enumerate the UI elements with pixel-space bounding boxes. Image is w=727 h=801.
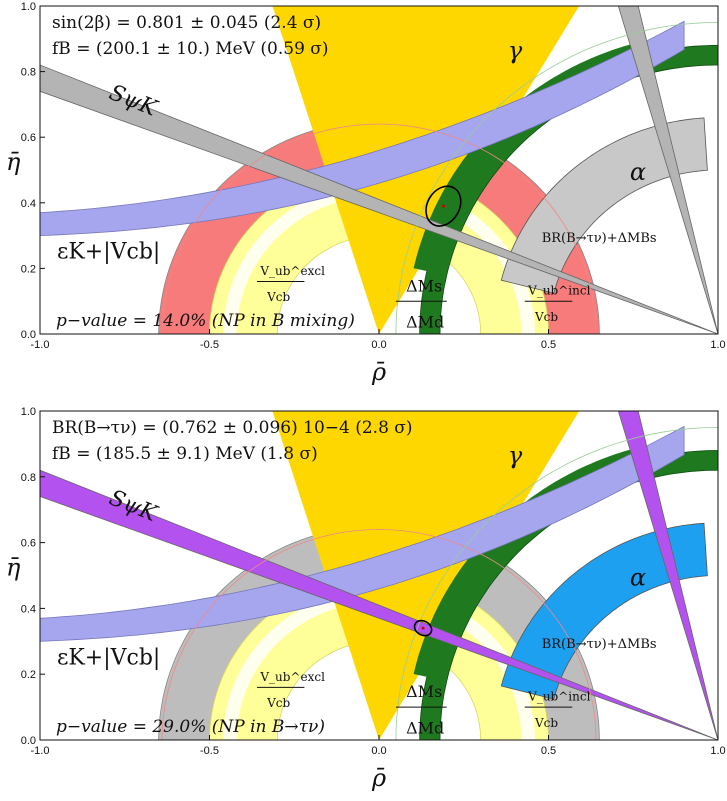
x-axis-label: ρ̄ — [371, 358, 386, 386]
vubexcl-den: Vcb — [266, 696, 290, 710]
y-tick-label: 0.6 — [21, 538, 36, 550]
guide-circle — [161, 528, 597, 740]
epsk-band — [40, 425, 685, 642]
y-tick-label: 0.4 — [21, 198, 36, 210]
gamma-label: γ — [508, 36, 523, 64]
alpha-band — [500, 117, 708, 294]
dmd-label: ΔMd — [406, 312, 444, 331]
y-tick-label: 0.6 — [21, 132, 36, 144]
header-line: fB = (185.5 ± 9.1) MeV (1.8 σ) — [52, 444, 318, 464]
x-tick-label: 0.5 — [541, 339, 556, 351]
y-tick-label: 0.2 — [21, 669, 36, 681]
dmd-label: ΔMd — [406, 718, 444, 737]
x-axis-label: ρ̄ — [371, 764, 386, 792]
vubexcl-num: V_ub^excl — [259, 264, 325, 278]
x-tick-label: -0.5 — [200, 339, 219, 351]
gamma-label: γ — [508, 442, 523, 470]
spsik-band — [40, 64, 718, 334]
spsik-band-2 — [617, 411, 718, 740]
brtau-label: BR(B→τν)+ΔMBs — [542, 231, 657, 246]
alpha-label: α — [630, 158, 646, 186]
guide-circle-2 — [395, 426, 718, 740]
best-fit-ellipse — [425, 185, 462, 227]
y-tick-label: 0.8 — [21, 67, 36, 79]
header-line: BR(B→τν) = (0.762 ± 0.096) 10−4 (2.8 σ) — [52, 418, 413, 438]
best-fit-point — [421, 626, 425, 630]
epsk-label: εK+|Vcb| — [57, 645, 160, 670]
y-tick-label: 0.2 — [21, 263, 36, 275]
spsik-band-2 — [617, 6, 718, 334]
vubexcl-num: V_ub^excl — [259, 670, 325, 684]
y-axis-label: η̄ — [6, 148, 21, 176]
x-tick-label: 0.0 — [371, 745, 386, 757]
pvalue-label: p−value = 29.0% (NP in B→τν) — [56, 717, 325, 737]
epsk-band — [40, 20, 685, 237]
panel-1: -1.0 -0.5 0.0 0.5 1.0 0.0 0.2 0.4 0.6 0.8 1.0 ρ̄ η̄ s… — [6, 1, 726, 386]
dms-label: ΔMs — [406, 682, 442, 701]
y-axis-label: η̄ — [6, 554, 21, 582]
x-tick-label: 1.0 — [710, 339, 725, 351]
gamma-band — [272, 6, 580, 334]
y-tick-label: 0.8 — [21, 472, 36, 484]
y-tick-label: 1.0 — [21, 406, 36, 418]
x-tick-label: 1.0 — [710, 745, 725, 757]
panel-2: -1.0 -0.5 0.0 0.5 1.0 0.0 0.2 0.4 0.6 0.8 1.0 ρ̄ η̄ B… — [6, 406, 726, 792]
guide-circle-2 — [395, 21, 718, 334]
vubincl-num: V_ub^incl — [527, 690, 590, 704]
alpha-band — [500, 522, 708, 700]
y-tick-label: 0.0 — [21, 735, 36, 747]
pvalue-label: p−value = 14.0% (NP in B mixing) — [56, 311, 355, 331]
x-tick-label: 0.0 — [371, 339, 386, 351]
x-tick-label: -0.5 — [200, 745, 219, 757]
alpha-label: α — [630, 563, 646, 591]
vubexcl-den: Vcb — [266, 290, 290, 304]
vubincl-den: Vcb — [534, 716, 558, 730]
guide-circle — [161, 123, 597, 334]
y-tick-label: 0.0 — [21, 329, 36, 341]
vubincl-num: V_ub^incl — [527, 284, 590, 298]
best-fit-point — [441, 204, 445, 208]
plot-area — [40, 6, 718, 334]
x-tick-label: 0.5 — [541, 745, 556, 757]
gamma-band — [272, 411, 580, 740]
x-tick-label: -1.0 — [31, 745, 50, 757]
header-line: sin(2β) = 0.801 ± 0.045 (2.4 σ) — [52, 13, 321, 33]
y-tick-label: 0.4 — [21, 603, 36, 615]
x-tick-label: -1.0 — [31, 339, 50, 351]
best-fit-ellipse — [413, 619, 433, 637]
plot-area — [40, 411, 718, 740]
brtau-label: BR(B→τν)+ΔMBs — [542, 637, 657, 652]
header-line: fB = (200.1 ± 10.) MeV (0.59 σ) — [52, 39, 329, 59]
dms-label: ΔMs — [406, 276, 442, 295]
epsk-label: εK+|Vcb| — [57, 240, 160, 265]
spsik-band — [40, 469, 718, 740]
vubincl-den: Vcb — [534, 310, 558, 324]
y-tick-label: 1.0 — [21, 1, 36, 13]
